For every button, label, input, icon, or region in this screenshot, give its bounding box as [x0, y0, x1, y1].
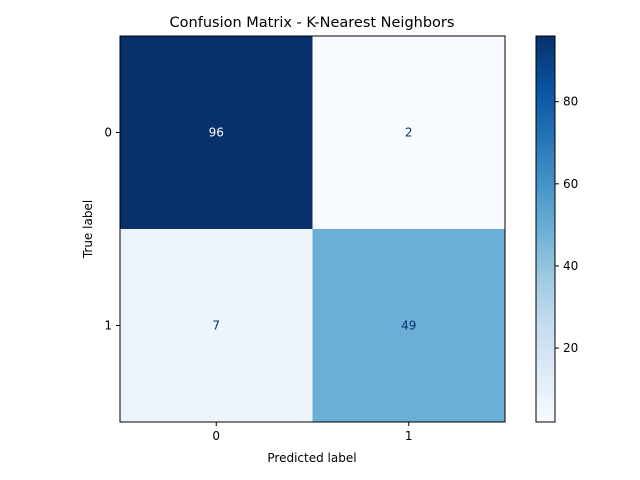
- x-axis-label: Predicted label: [267, 451, 356, 465]
- colorbar-tick-label: 80: [563, 95, 578, 109]
- cell-value-label: 2: [405, 126, 413, 140]
- cell-value-label: 96: [209, 126, 224, 140]
- heatmap-cells: [120, 36, 506, 423]
- chart-title: Confusion Matrix - K-Nearest Neighbors: [170, 15, 455, 31]
- y-axis-ticks: 01: [104, 126, 120, 333]
- colorbar-ticks: 20 40 60 80: [555, 95, 578, 355]
- cell-value-label: 7: [212, 319, 220, 333]
- y-axis-label: True label: [81, 200, 95, 259]
- y-tick-label: 1: [104, 319, 112, 333]
- colorbar-tick-label: 20: [563, 341, 578, 355]
- heatmap-cell-0-1: [312, 36, 506, 230]
- colorbar-tick-label: 40: [563, 259, 578, 273]
- colorbar-tick-label: 60: [563, 177, 578, 191]
- plot-frame: [119, 35, 506, 423]
- heatmap-cell-labels: 96 2 7 49: [209, 126, 417, 333]
- x-tick-label: 0: [212, 429, 220, 443]
- heatmap-cell-0-0: [120, 36, 313, 230]
- x-tick-label: 1: [405, 429, 413, 443]
- heatmap-cell-1-0: [120, 229, 313, 423]
- colorbar: [535, 35, 556, 423]
- cell-value-label: 49: [401, 319, 416, 333]
- y-tick-label: 0: [104, 126, 112, 140]
- heatmap-cell-1-1: [312, 229, 506, 423]
